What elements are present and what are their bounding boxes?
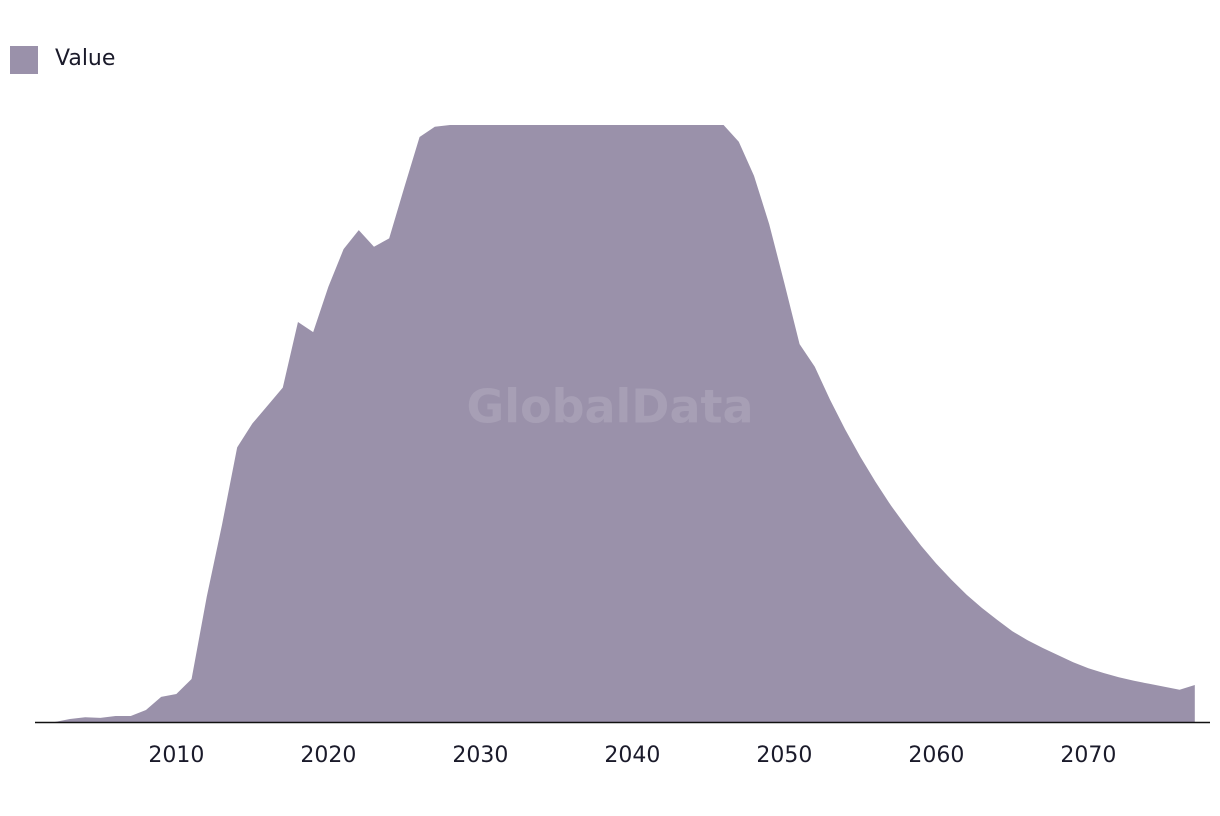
plot: [54, 125, 1195, 722]
x-tick-label: 2070: [1060, 743, 1116, 768]
x-tick-label: 2060: [908, 743, 964, 768]
watermark: GlobalData: [466, 380, 753, 434]
x-tick-label: 2040: [604, 743, 660, 768]
x-tick-label: 2020: [300, 743, 356, 768]
legend-label: Value: [55, 46, 115, 71]
x-tick-label: 2030: [452, 743, 508, 768]
legend-swatch: [10, 46, 38, 74]
x-tick-label: 2050: [756, 743, 812, 768]
area: [54, 125, 1195, 722]
x-tick-label: 2010: [148, 743, 204, 768]
